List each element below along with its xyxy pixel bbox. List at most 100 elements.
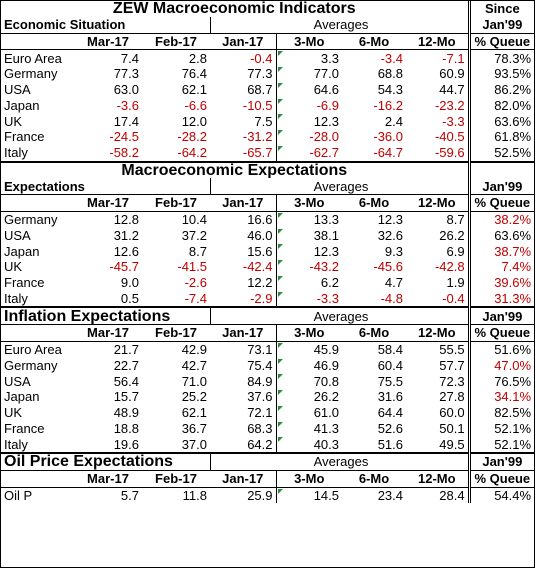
col-jan17: Jan-17 — [210, 32, 276, 51]
averages-label: Averages — [313, 178, 369, 194]
section-economic-header: Economic Situation Averages Jan'99 — [1, 16, 535, 33]
inflation-expectations-title: Inflation Expectations — [1, 306, 210, 325]
table-row: Japan -3.6 -6.6 -10.5 -6.9 -16.2 -23.2 82.0% — [1, 97, 535, 114]
cell-6mo: -45.6 — [373, 259, 403, 275]
col-feb17: Feb-17 — [142, 324, 210, 342]
row-label: France — [4, 129, 45, 145]
cell-jan17: 68.7 — [247, 82, 273, 98]
col-queue: % Queue — [467, 324, 535, 342]
row-label: UK — [4, 405, 23, 421]
col-mar17: Mar-17 — [74, 32, 142, 51]
cell-3mo: 77.0 — [275, 66, 342, 82]
cell-3mo: 70.8 — [275, 373, 342, 389]
cell-queue: 39.6% — [467, 274, 535, 291]
cell-6mo: 54.3 — [377, 82, 403, 98]
cell-feb17: 42.7 — [181, 357, 207, 373]
col-12mo: 12-Mo — [406, 469, 470, 488]
cell-feb17: -2.6 — [184, 275, 207, 291]
blank-cell — [209, 178, 276, 195]
cell-6mo: -3.4 — [380, 50, 403, 66]
table-row: France -24.5 -28.2 -31.2 -28.0 -36.0 -40.5 61.8… — [1, 129, 535, 145]
cell-jan17: 64.2 — [247, 436, 273, 452]
cell-mar17: 19.6 — [113, 436, 139, 452]
macro-expectations-title-row: Macroeconomic Expectations — [1, 160, 535, 179]
cell-queue: 63.6% — [467, 227, 535, 244]
blank-cell — [1, 324, 74, 342]
cell-mar17: 7.4 — [120, 50, 139, 66]
cell-3mo: 61.0 — [275, 404, 342, 421]
row-label: Euro Area — [4, 342, 62, 358]
col-6mo: 6-Mo — [342, 469, 406, 488]
cell-feb17: -28.2 — [177, 129, 207, 145]
col-12mo: 12-Mo — [406, 194, 470, 212]
row-label: Italy — [4, 290, 28, 306]
blank-cell — [209, 451, 276, 471]
table-row: UK -45.7 -41.5 -42.4 -43.2 -45.6 -42.8 7.4% — [1, 259, 535, 275]
table-row: Germany 12.8 10.4 16.6 13.3 12.3 8.7 38.2% — [1, 211, 535, 228]
col-queue: % Queue — [467, 469, 535, 488]
cell-6mo: 12.3 — [377, 212, 403, 228]
table-row: USA 31.2 37.2 46.0 38.1 32.6 26.2 63.6% — [1, 227, 535, 244]
cell-queue: 52.1% — [467, 436, 535, 453]
cell-feb17: -6.6 — [184, 97, 207, 113]
col-mar17: Mar-17 — [74, 324, 142, 342]
col-6mo: 6-Mo — [342, 324, 406, 342]
cell-feb17: 37.0 — [181, 436, 207, 452]
row-label: Japan — [4, 243, 40, 259]
col-3mo: 3-Mo — [275, 469, 342, 488]
row-label: Euro Area — [4, 50, 62, 66]
blank-cell — [1, 469, 74, 488]
page-title: ZEW Macroeconomic Indicators — [112, 1, 356, 17]
blank-cell — [467, 160, 535, 179]
cell-6mo: 58.4 — [377, 342, 403, 358]
cell-mar17: 9.0 — [120, 275, 139, 291]
row-label: France — [4, 275, 45, 291]
cell-jan17: -42.4 — [242, 259, 273, 275]
inflation-expectations-title-row: Inflation Expectations Averages Jan'99 — [1, 306, 535, 325]
macro-expectations-column-header-row: Mar-17 Feb-17 Jan-17 3-Mo 6-Mo 12-Mo% Queue — [1, 194, 535, 212]
cell-3mo: 64.6 — [275, 81, 342, 98]
macro-expectations-title: Macroeconomic Expectations — [1, 160, 470, 179]
cell-12mo: 50.1 — [439, 420, 465, 436]
inflation-expectations-column-header-row: Mar-17 Feb-17 Jan-17 3-Mo 6-Mo 12-Mo% Queue — [1, 324, 535, 342]
col-jan17: Jan-17 — [210, 324, 276, 342]
col-jan17: Jan-17 — [210, 194, 276, 212]
macro-expectations-subheader-row: Expectations Averages Jan'99 — [1, 178, 535, 195]
cell-queue: 38.7% — [467, 243, 535, 259]
cell-feb17: 25.2 — [181, 389, 207, 405]
cell-jan17: 68.3 — [247, 420, 273, 436]
cell-6mo: 68.8 — [377, 66, 403, 82]
table-row: Oil P 5.7 11.8 25.9 14.5 23.4 28.4 54.4% — [1, 487, 535, 504]
table-row: USA 63.0 62.1 68.7 64.6 54.3 44.7 86.2% — [1, 81, 535, 98]
row-label: USA — [4, 227, 31, 243]
cell-12mo: 8.7 — [446, 212, 465, 228]
row-label: Italy — [4, 145, 28, 161]
cell-mar17: 18.8 — [113, 420, 139, 436]
cell-feb17: 62.1 — [181, 405, 207, 421]
col-6mo: 6-Mo — [342, 194, 406, 212]
cell-feb17: 8.7 — [188, 243, 207, 259]
cell-3mo: 12.3 — [275, 113, 342, 129]
cell-queue: 7.4% — [467, 259, 535, 275]
cell-3mo: 46.9 — [275, 357, 342, 374]
oil-price-expectations-column-header-row: Mar-17 Feb-17 Jan-17 3-Mo 6-Mo 12-Mo% Queue — [1, 469, 535, 488]
cell-jan17: -65.7 — [242, 145, 273, 161]
cell-12mo: -23.2 — [434, 97, 465, 113]
cell-mar17: 17.4 — [113, 113, 139, 129]
col-feb17: Feb-17 — [142, 194, 210, 212]
cell-3mo: 13.3 — [275, 211, 342, 228]
cell-3mo: -3.3 — [275, 290, 342, 308]
cell-12mo: 57.7 — [439, 357, 465, 373]
cell-12mo: 72.3 — [439, 373, 465, 389]
cell-6mo: 4.7 — [384, 275, 403, 291]
cell-6mo: 31.6 — [377, 389, 403, 405]
cell-jan17: 37.6 — [247, 389, 273, 405]
cell-12mo: -40.5 — [434, 129, 465, 145]
cell-feb17: 10.4 — [181, 212, 207, 228]
cell-feb17: 11.8 — [182, 487, 207, 503]
jan99-label: Jan'99 — [467, 306, 535, 325]
cell-3mo: 12.3 — [275, 243, 342, 259]
cell-jan17: 84.9 — [247, 373, 273, 389]
table-row: USA 56.4 71.0 84.9 70.8 75.5 72.3 76.5% — [1, 373, 535, 389]
